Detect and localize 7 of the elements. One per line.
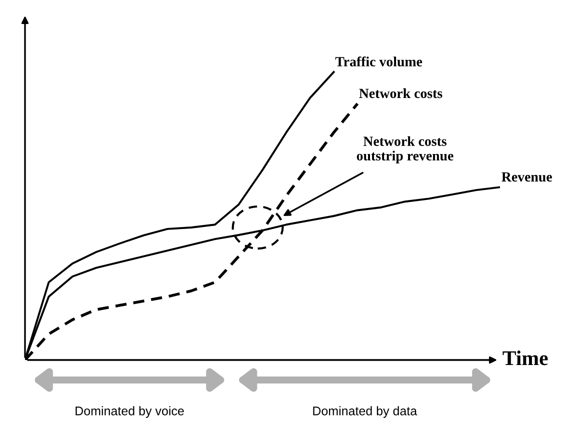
series-label: Revenue (502, 172, 552, 182)
series-label: Network costs (359, 88, 442, 98)
x-axis-title: Time (502, 350, 548, 366)
text: Dominated by voice (76, 406, 184, 418)
series-label: Traffic volume (335, 56, 422, 66)
text: Dominated by data (313, 406, 418, 418)
annotation: Network costs outstrip revenue (356, 136, 454, 164)
